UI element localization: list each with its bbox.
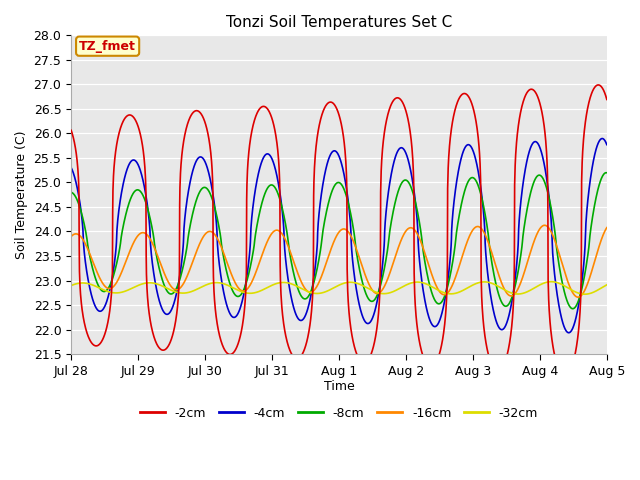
Title: Tonzi Soil Temperatures Set C: Tonzi Soil Temperatures Set C: [226, 15, 452, 30]
Y-axis label: Soil Temperature (C): Soil Temperature (C): [15, 131, 28, 259]
Legend: -2cm, -4cm, -8cm, -16cm, -32cm: -2cm, -4cm, -8cm, -16cm, -32cm: [135, 402, 543, 425]
Text: TZ_fmet: TZ_fmet: [79, 40, 136, 53]
X-axis label: Time: Time: [324, 380, 355, 393]
